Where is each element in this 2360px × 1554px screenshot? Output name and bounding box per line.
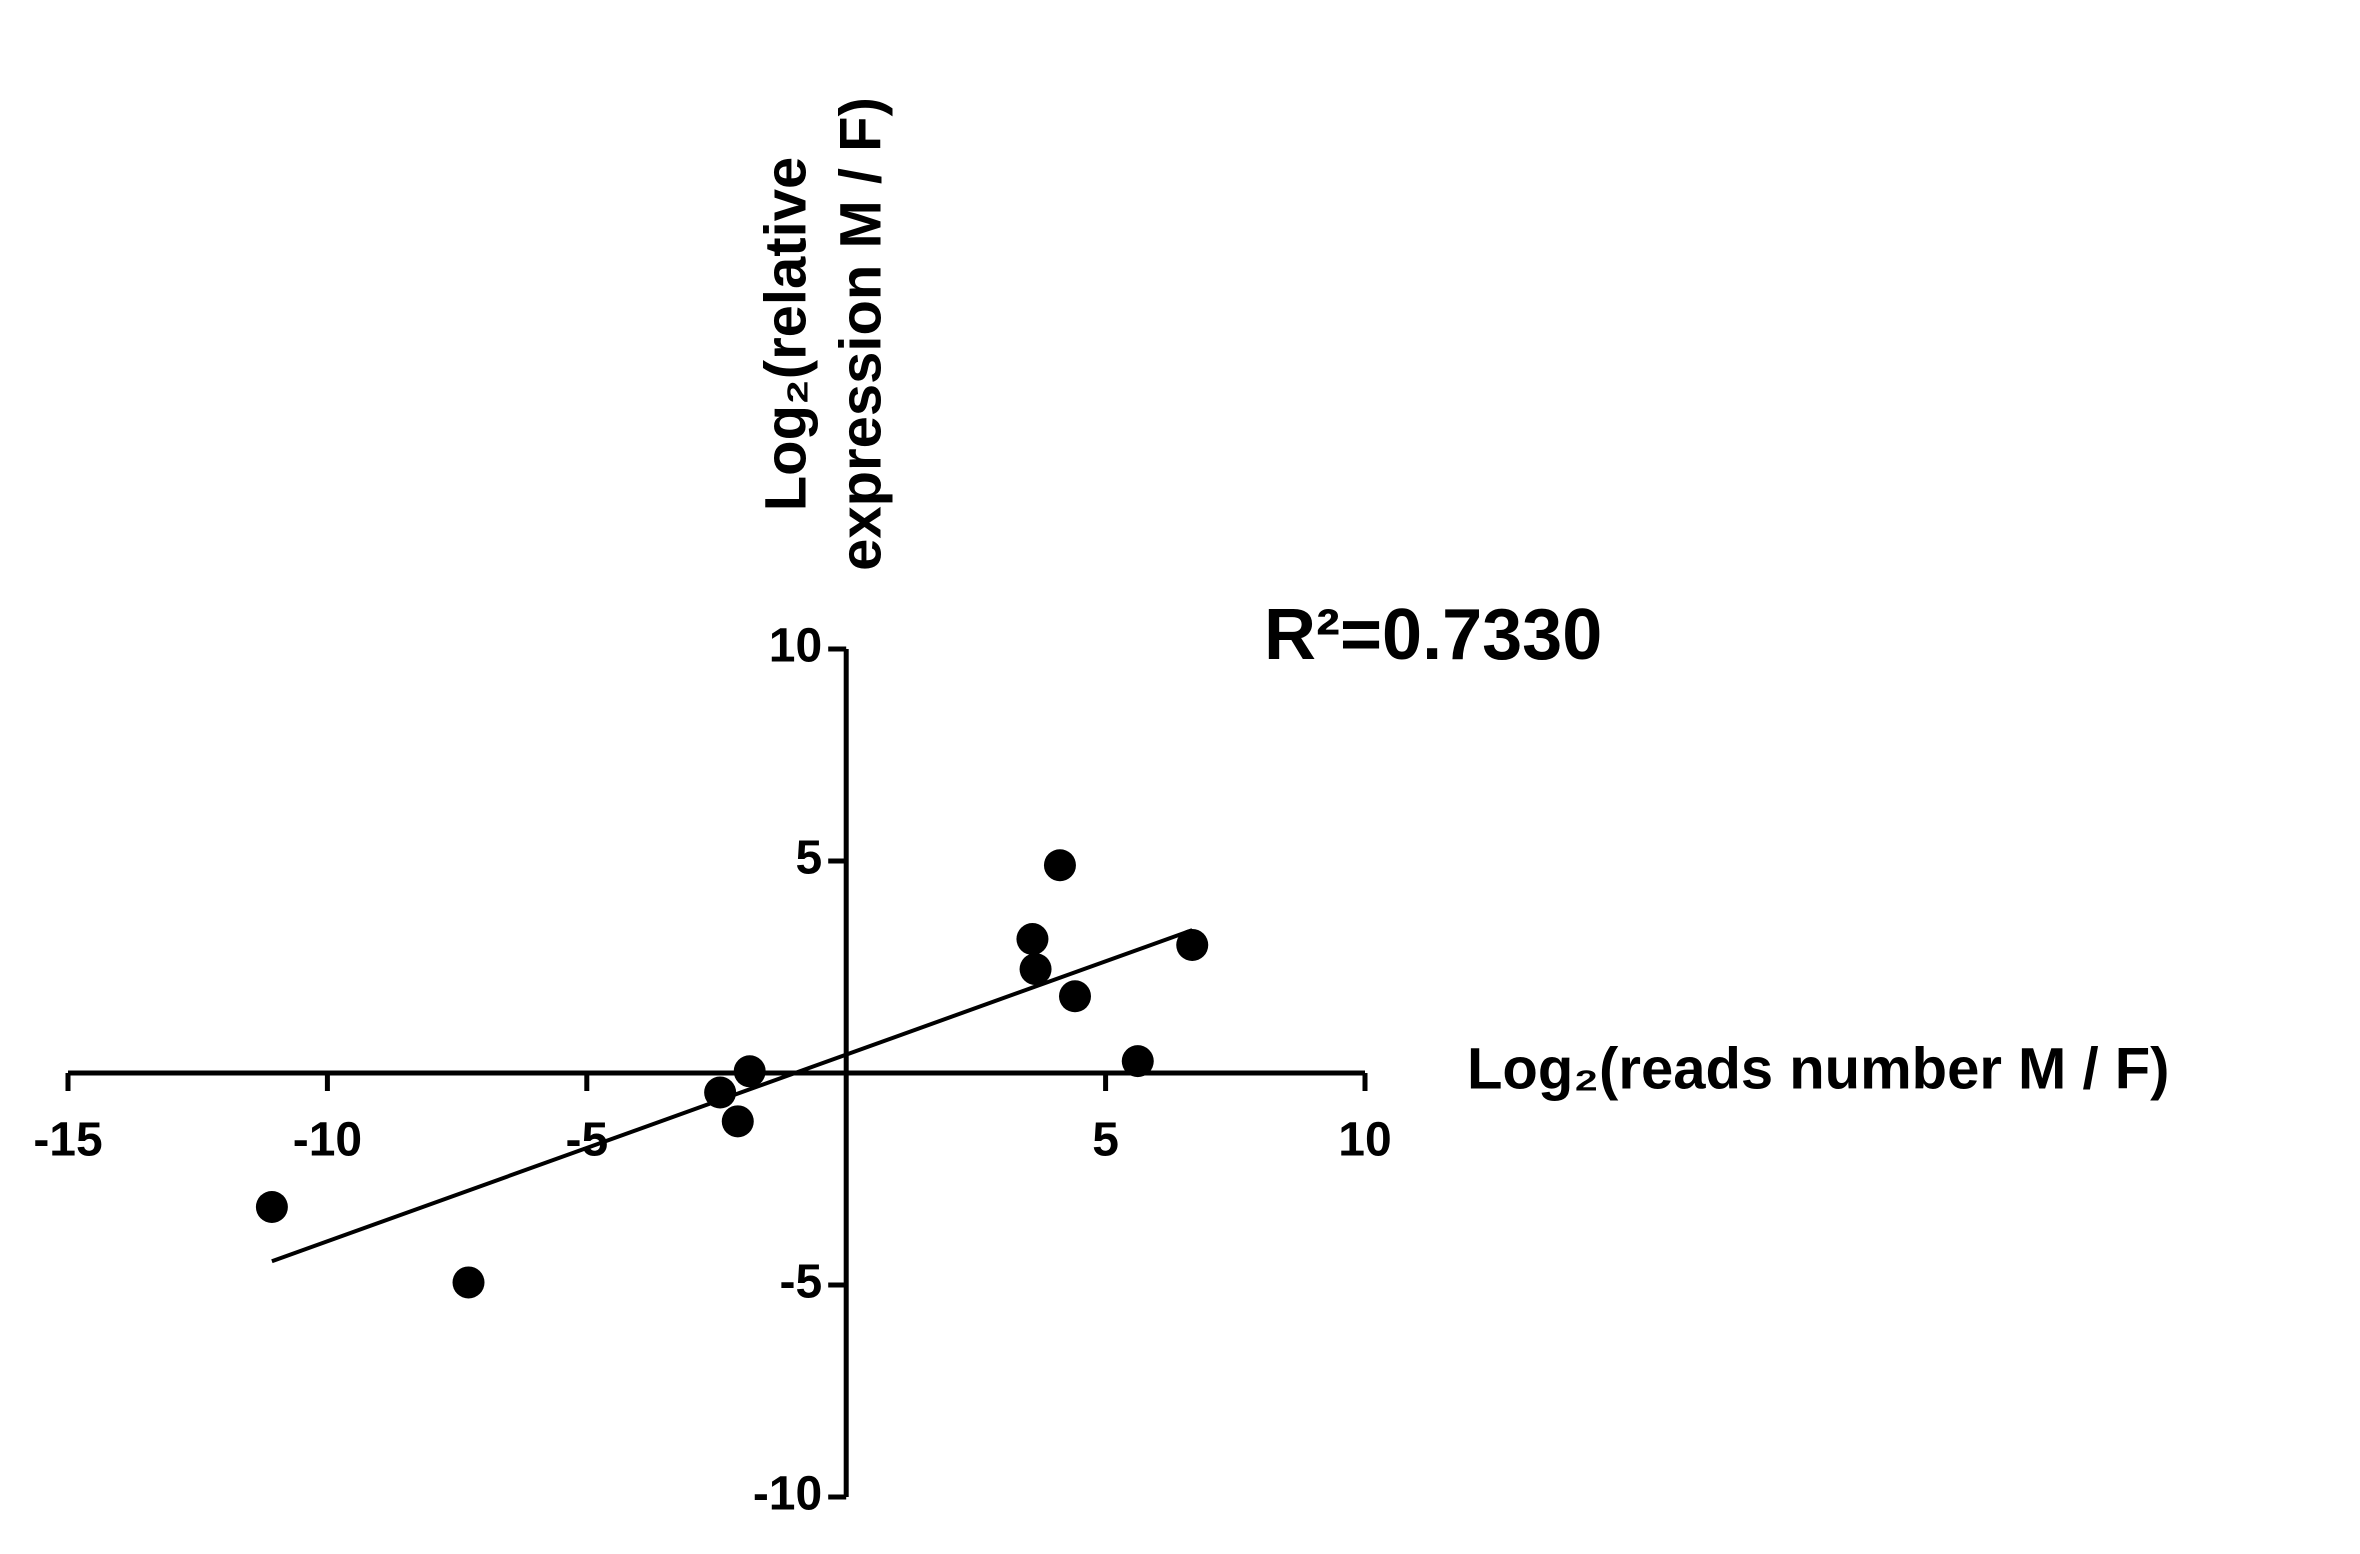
point: [721, 1105, 754, 1138]
point: [733, 1055, 766, 1088]
point: [1121, 1045, 1154, 1078]
point: [1016, 923, 1049, 956]
y-tick-label: 5: [795, 832, 822, 885]
point: [1019, 953, 1052, 986]
y-axis-label: Log₂(relative: [753, 157, 818, 512]
point: [452, 1266, 485, 1299]
point: [704, 1076, 737, 1109]
y-tick-label: -10: [753, 1468, 822, 1521]
point: [1043, 849, 1076, 882]
point: [1058, 980, 1091, 1013]
x-tick-label: -5: [565, 1114, 608, 1167]
annotation: R²=0.7330: [1264, 595, 1602, 675]
y-tick-label: -5: [780, 1256, 823, 1309]
x-tick-label: -10: [293, 1114, 362, 1167]
point: [1176, 928, 1209, 961]
x-tick-label: 10: [1338, 1114, 1391, 1167]
x-tick-label: 5: [1092, 1114, 1119, 1167]
y-axis-label: expression M / F): [828, 97, 893, 571]
point: [255, 1190, 288, 1223]
x-tick-label: -15: [33, 1114, 102, 1167]
y-tick-label: 10: [769, 620, 822, 673]
x-axis-label: Log₂(reads number M / F): [1467, 1036, 2169, 1101]
